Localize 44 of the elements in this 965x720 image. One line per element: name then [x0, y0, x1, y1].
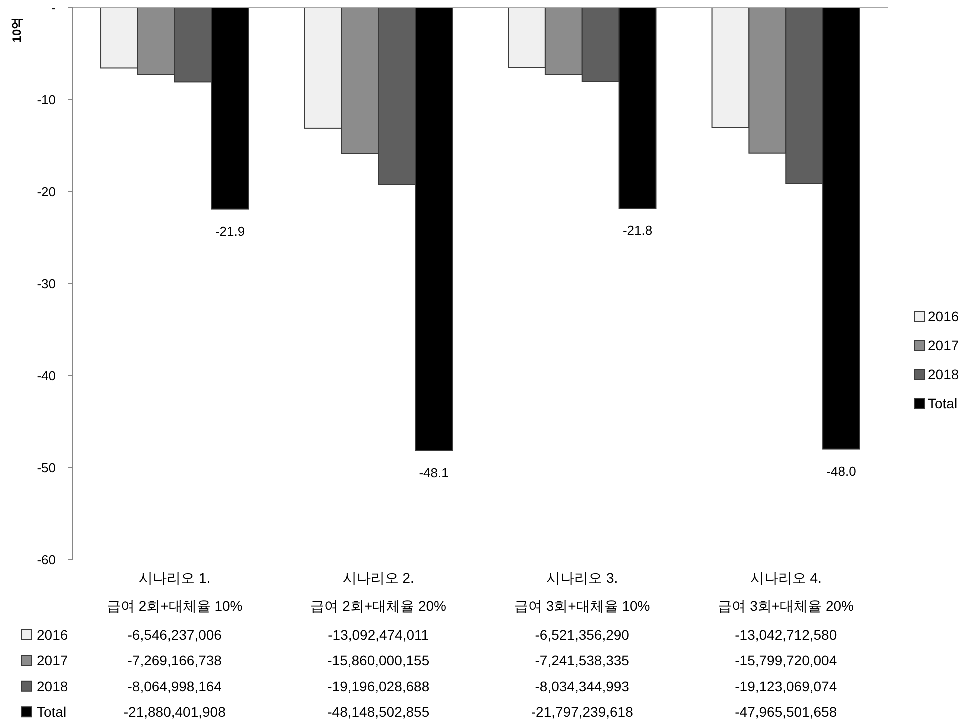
category: 시나리오 1.: [139, 570, 211, 586]
y-tick: -50: [37, 460, 56, 476]
y-tick: -30: [37, 276, 56, 292]
table-value: -6,546,237,006: [128, 627, 222, 643]
category: 급여 3회+대체율 10%: [514, 598, 650, 614]
table-value: -19,123,069,074: [735, 678, 838, 694]
y-tick: -40: [37, 368, 56, 384]
table-value: -15,799,720,004: [735, 652, 838, 669]
table-row: Total: [37, 704, 67, 720]
table-value: -6,521,356,290: [535, 627, 630, 643]
data-label: -21.8: [622, 223, 653, 238]
y-label: 10억: [10, 17, 24, 43]
legend-item: 2017: [928, 338, 960, 354]
category: 급여 3회+대체율 20%: [718, 598, 854, 614]
table-value: -47,965,501,658: [735, 704, 838, 720]
table-value: -19,196,028,688: [328, 678, 430, 694]
y-tick: -60: [37, 552, 56, 568]
table-value: -7,269,166,738: [128, 652, 222, 669]
y-tick: -20: [37, 184, 56, 200]
table-value: -21,797,239,618: [531, 704, 634, 720]
y-tick: -: [52, 0, 56, 16]
table-value: -13,042,712,580: [735, 627, 838, 643]
category: 급여 2회+대체율 10%: [107, 598, 243, 614]
category: 시나리오 2.: [342, 570, 414, 586]
legend-item: Total: [928, 396, 958, 412]
data-label: -48.0: [826, 464, 856, 479]
table-row: 2018: [37, 678, 68, 694]
table-row: 2016: [37, 627, 68, 643]
table-row: 2017: [37, 652, 68, 669]
table-value: -8,064,998,164: [128, 678, 222, 694]
table-value: -7,241,538,335: [535, 652, 630, 669]
category: 급여 2회+대체율 20%: [310, 598, 446, 614]
legend-item: 2018: [928, 366, 960, 382]
table-value: -13,092,474,011: [328, 627, 430, 643]
category: 시나리오 3.: [546, 570, 618, 586]
table-value: -21,880,401,908: [124, 704, 226, 720]
table-value: -48,148,502,855: [328, 704, 430, 720]
category: 시나리오 4.: [750, 570, 822, 586]
legend-item: 2016: [928, 308, 960, 324]
table-value: -8,034,344,993: [535, 678, 630, 694]
table-value: -15,860,000,155: [328, 652, 430, 669]
data-label: -48.1: [419, 465, 449, 480]
y-tick: -10: [37, 92, 56, 108]
data-label: -21.9: [215, 224, 246, 239]
